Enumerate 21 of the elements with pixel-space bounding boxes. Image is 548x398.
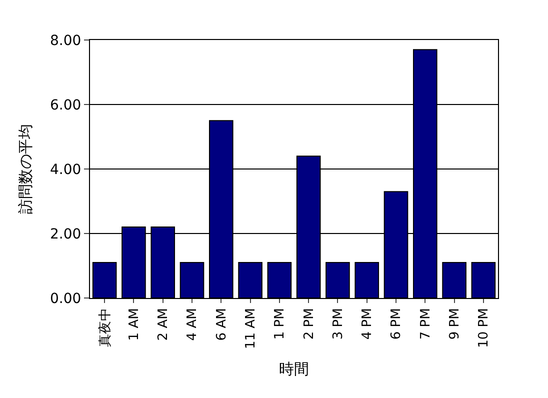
x-tick-label: 4 PM	[360, 308, 376, 340]
y-axis-title: 訪問数の平均	[16, 124, 34, 214]
x-tick-label: 真夜中	[96, 308, 113, 348]
x-tick-label: 9 PM	[448, 308, 463, 340]
x-tick-label: 1 PM	[272, 308, 288, 340]
x-tick-label: 6 PM	[389, 308, 404, 340]
y-tick-label: 4.00	[50, 162, 82, 178]
x-tick-label: 4 AM	[185, 308, 200, 341]
x-tick-label: 1 AM	[126, 308, 142, 341]
x-axis-title: 時間	[279, 360, 309, 378]
y-tick-label: 2.00	[50, 226, 82, 242]
x-tick-label: 3 PM	[330, 308, 346, 340]
y-tick-label: 8.00	[50, 32, 82, 49]
x-tick-label: 6 AM	[214, 308, 230, 341]
x-tick-label: 10 PM	[476, 308, 492, 348]
x-tick-label: 2 PM	[302, 308, 317, 340]
x-tick-label: 7 PM	[418, 308, 434, 340]
x-tick-label: 2 AM	[156, 308, 172, 341]
y-tick-label: 6.00	[50, 97, 82, 114]
y-tick-label: 0.00	[50, 290, 82, 307]
x-tick-label: 11 AM	[244, 308, 259, 349]
